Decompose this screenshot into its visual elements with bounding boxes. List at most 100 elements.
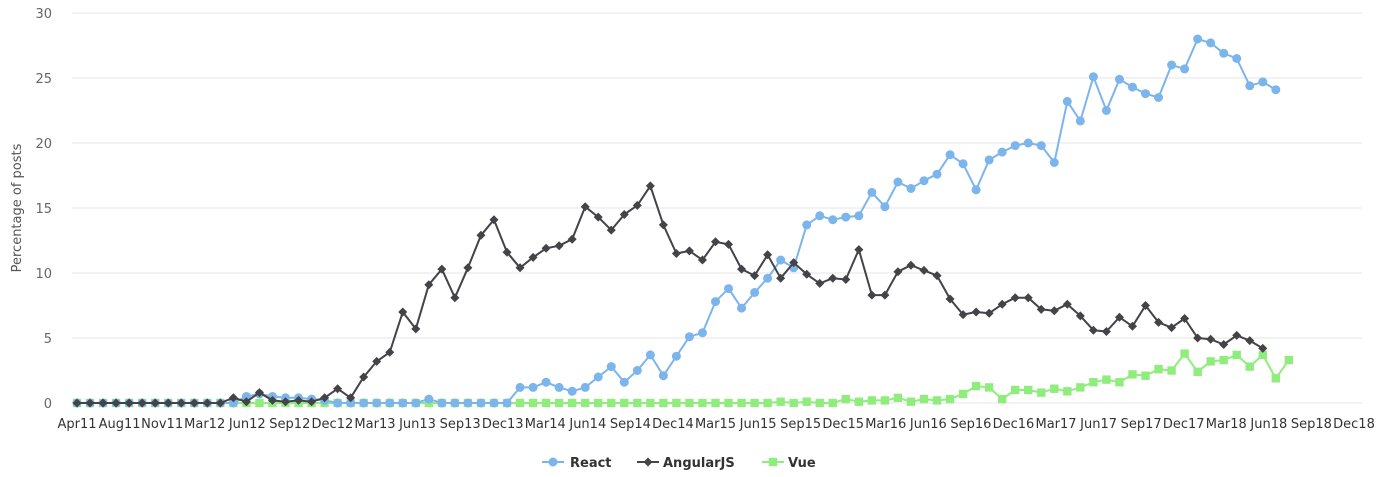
data-point-react[interactable]	[580, 382, 590, 392]
data-point-react[interactable]	[567, 386, 577, 396]
data-point-vue[interactable]	[580, 398, 590, 408]
data-point-vue[interactable]	[594, 398, 603, 408]
data-point-angularjs[interactable]	[437, 264, 447, 274]
data-point-angularjs[interactable]	[333, 384, 343, 394]
data-point-angularjs[interactable]	[632, 200, 642, 210]
data-point-angularjs[interactable]	[111, 398, 121, 408]
data-point-angularjs[interactable]	[1114, 312, 1124, 322]
data-point-vue[interactable]	[672, 398, 681, 408]
data-point-react[interactable]	[1219, 48, 1229, 58]
data-point-angularjs[interactable]	[697, 255, 707, 265]
data-point-vue[interactable]	[255, 398, 264, 408]
data-point-vue[interactable]	[685, 398, 694, 408]
data-point-angularjs[interactable]	[150, 398, 160, 408]
data-point-angularjs[interactable]	[1245, 336, 1255, 346]
data-point-react[interactable]	[515, 382, 525, 392]
data-point-vue[interactable]	[1089, 378, 1098, 387]
data-point-vue[interactable]	[567, 398, 577, 408]
data-point-angularjs[interactable]	[776, 273, 786, 283]
data-point-react[interactable]	[1010, 141, 1020, 151]
data-point-angularjs[interactable]	[85, 398, 95, 408]
data-point-react[interactable]	[854, 211, 864, 221]
data-point-react[interactable]	[1127, 82, 1137, 92]
data-point-angularjs[interactable]	[750, 271, 760, 281]
data-point-vue[interactable]	[1219, 355, 1228, 365]
legend[interactable]: React AngularJS Vue	[542, 456, 816, 471]
data-point-angularjs[interactable]	[893, 267, 903, 277]
data-point-angularjs[interactable]	[906, 260, 916, 270]
data-point-react[interactable]	[228, 398, 238, 408]
data-point-angularjs[interactable]	[580, 202, 590, 212]
data-point-angularjs[interactable]	[228, 393, 238, 403]
data-point-angularjs[interactable]	[307, 397, 317, 407]
legend-marker[interactable]	[768, 457, 778, 467]
legend-item-vue[interactable]: Vue	[762, 456, 816, 471]
data-point-angularjs[interactable]	[1049, 306, 1059, 316]
data-point-react[interactable]	[724, 284, 734, 294]
data-point-angularjs[interactable]	[502, 247, 512, 257]
data-point-react[interactable]	[945, 150, 955, 160]
data-point-vue[interactable]	[1102, 375, 1111, 384]
data-point-react[interactable]	[841, 212, 851, 222]
data-point-react[interactable]	[593, 372, 603, 382]
data-point-angularjs[interactable]	[163, 398, 173, 408]
data-point-react[interactable]	[359, 398, 369, 408]
data-point-angularjs[interactable]	[1258, 343, 1268, 353]
data-point-angularjs[interactable]	[202, 398, 212, 408]
data-point-react[interactable]	[984, 155, 994, 165]
data-point-angularjs[interactable]	[658, 220, 668, 230]
data-point-angularjs[interactable]	[1154, 317, 1164, 327]
data-point-angularjs[interactable]	[958, 310, 968, 320]
data-point-angularjs[interactable]	[320, 393, 330, 403]
data-point-vue[interactable]	[1128, 370, 1137, 379]
data-point-react[interactable]	[528, 382, 538, 392]
data-point-react[interactable]	[554, 382, 564, 392]
data-point-react[interactable]	[372, 398, 382, 408]
data-point-vue[interactable]	[1258, 350, 1267, 360]
data-point-vue[interactable]	[1011, 385, 1020, 395]
data-point-angularjs[interactable]	[997, 299, 1007, 309]
data-point-angularjs[interactable]	[1101, 327, 1111, 336]
data-point-angularjs[interactable]	[424, 280, 434, 290]
data-point-vue[interactable]	[854, 397, 864, 406]
data-point-angularjs[interactable]	[671, 249, 681, 258]
data-point-react[interactable]	[1141, 89, 1151, 99]
data-point-angularjs[interactable]	[137, 398, 147, 408]
data-point-react[interactable]	[932, 169, 942, 179]
data-point-vue[interactable]	[1180, 349, 1189, 358]
data-point-angularjs[interactable]	[828, 273, 838, 283]
data-point-react[interactable]	[619, 377, 629, 387]
legend-label[interactable]: Vue	[788, 456, 816, 471]
data-point-react[interactable]	[437, 398, 447, 408]
data-point-react[interactable]	[1101, 106, 1111, 115]
data-point-react[interactable]	[476, 398, 486, 408]
data-point-angularjs[interactable]	[346, 393, 356, 403]
data-point-react[interactable]	[658, 371, 668, 381]
data-point-react[interactable]	[241, 392, 251, 401]
data-point-react[interactable]	[1193, 34, 1203, 44]
data-point-angularjs[interactable]	[1180, 314, 1190, 323]
data-point-vue[interactable]	[607, 398, 616, 408]
data-point-angularjs[interactable]	[1062, 299, 1072, 309]
data-point-vue[interactable]	[1063, 387, 1072, 396]
data-point-angularjs[interactable]	[372, 356, 382, 366]
data-point-angularjs[interactable]	[124, 398, 134, 408]
data-point-vue[interactable]	[1024, 385, 1033, 395]
data-point-angularjs[interactable]	[476, 230, 486, 240]
data-point-angularjs[interactable]	[815, 278, 825, 288]
data-point-vue[interactable]	[880, 396, 890, 405]
data-point-react[interactable]	[880, 202, 890, 212]
data-point-angularjs[interactable]	[1219, 340, 1229, 349]
data-point-angularjs[interactable]	[1127, 321, 1137, 331]
data-point-react[interactable]	[645, 350, 655, 360]
data-point-vue[interactable]	[1115, 378, 1124, 387]
data-point-react[interactable]	[424, 394, 434, 404]
data-point-angularjs[interactable]	[789, 258, 799, 268]
data-point-angularjs[interactable]	[880, 290, 890, 300]
data-point-angularjs[interactable]	[737, 264, 747, 274]
data-point-angularjs[interactable]	[463, 263, 473, 273]
data-point-angularjs[interactable]	[932, 271, 942, 281]
data-point-angularjs[interactable]	[1075, 311, 1085, 321]
data-point-angularjs[interactable]	[724, 239, 734, 249]
data-point-angularjs[interactable]	[554, 241, 564, 251]
